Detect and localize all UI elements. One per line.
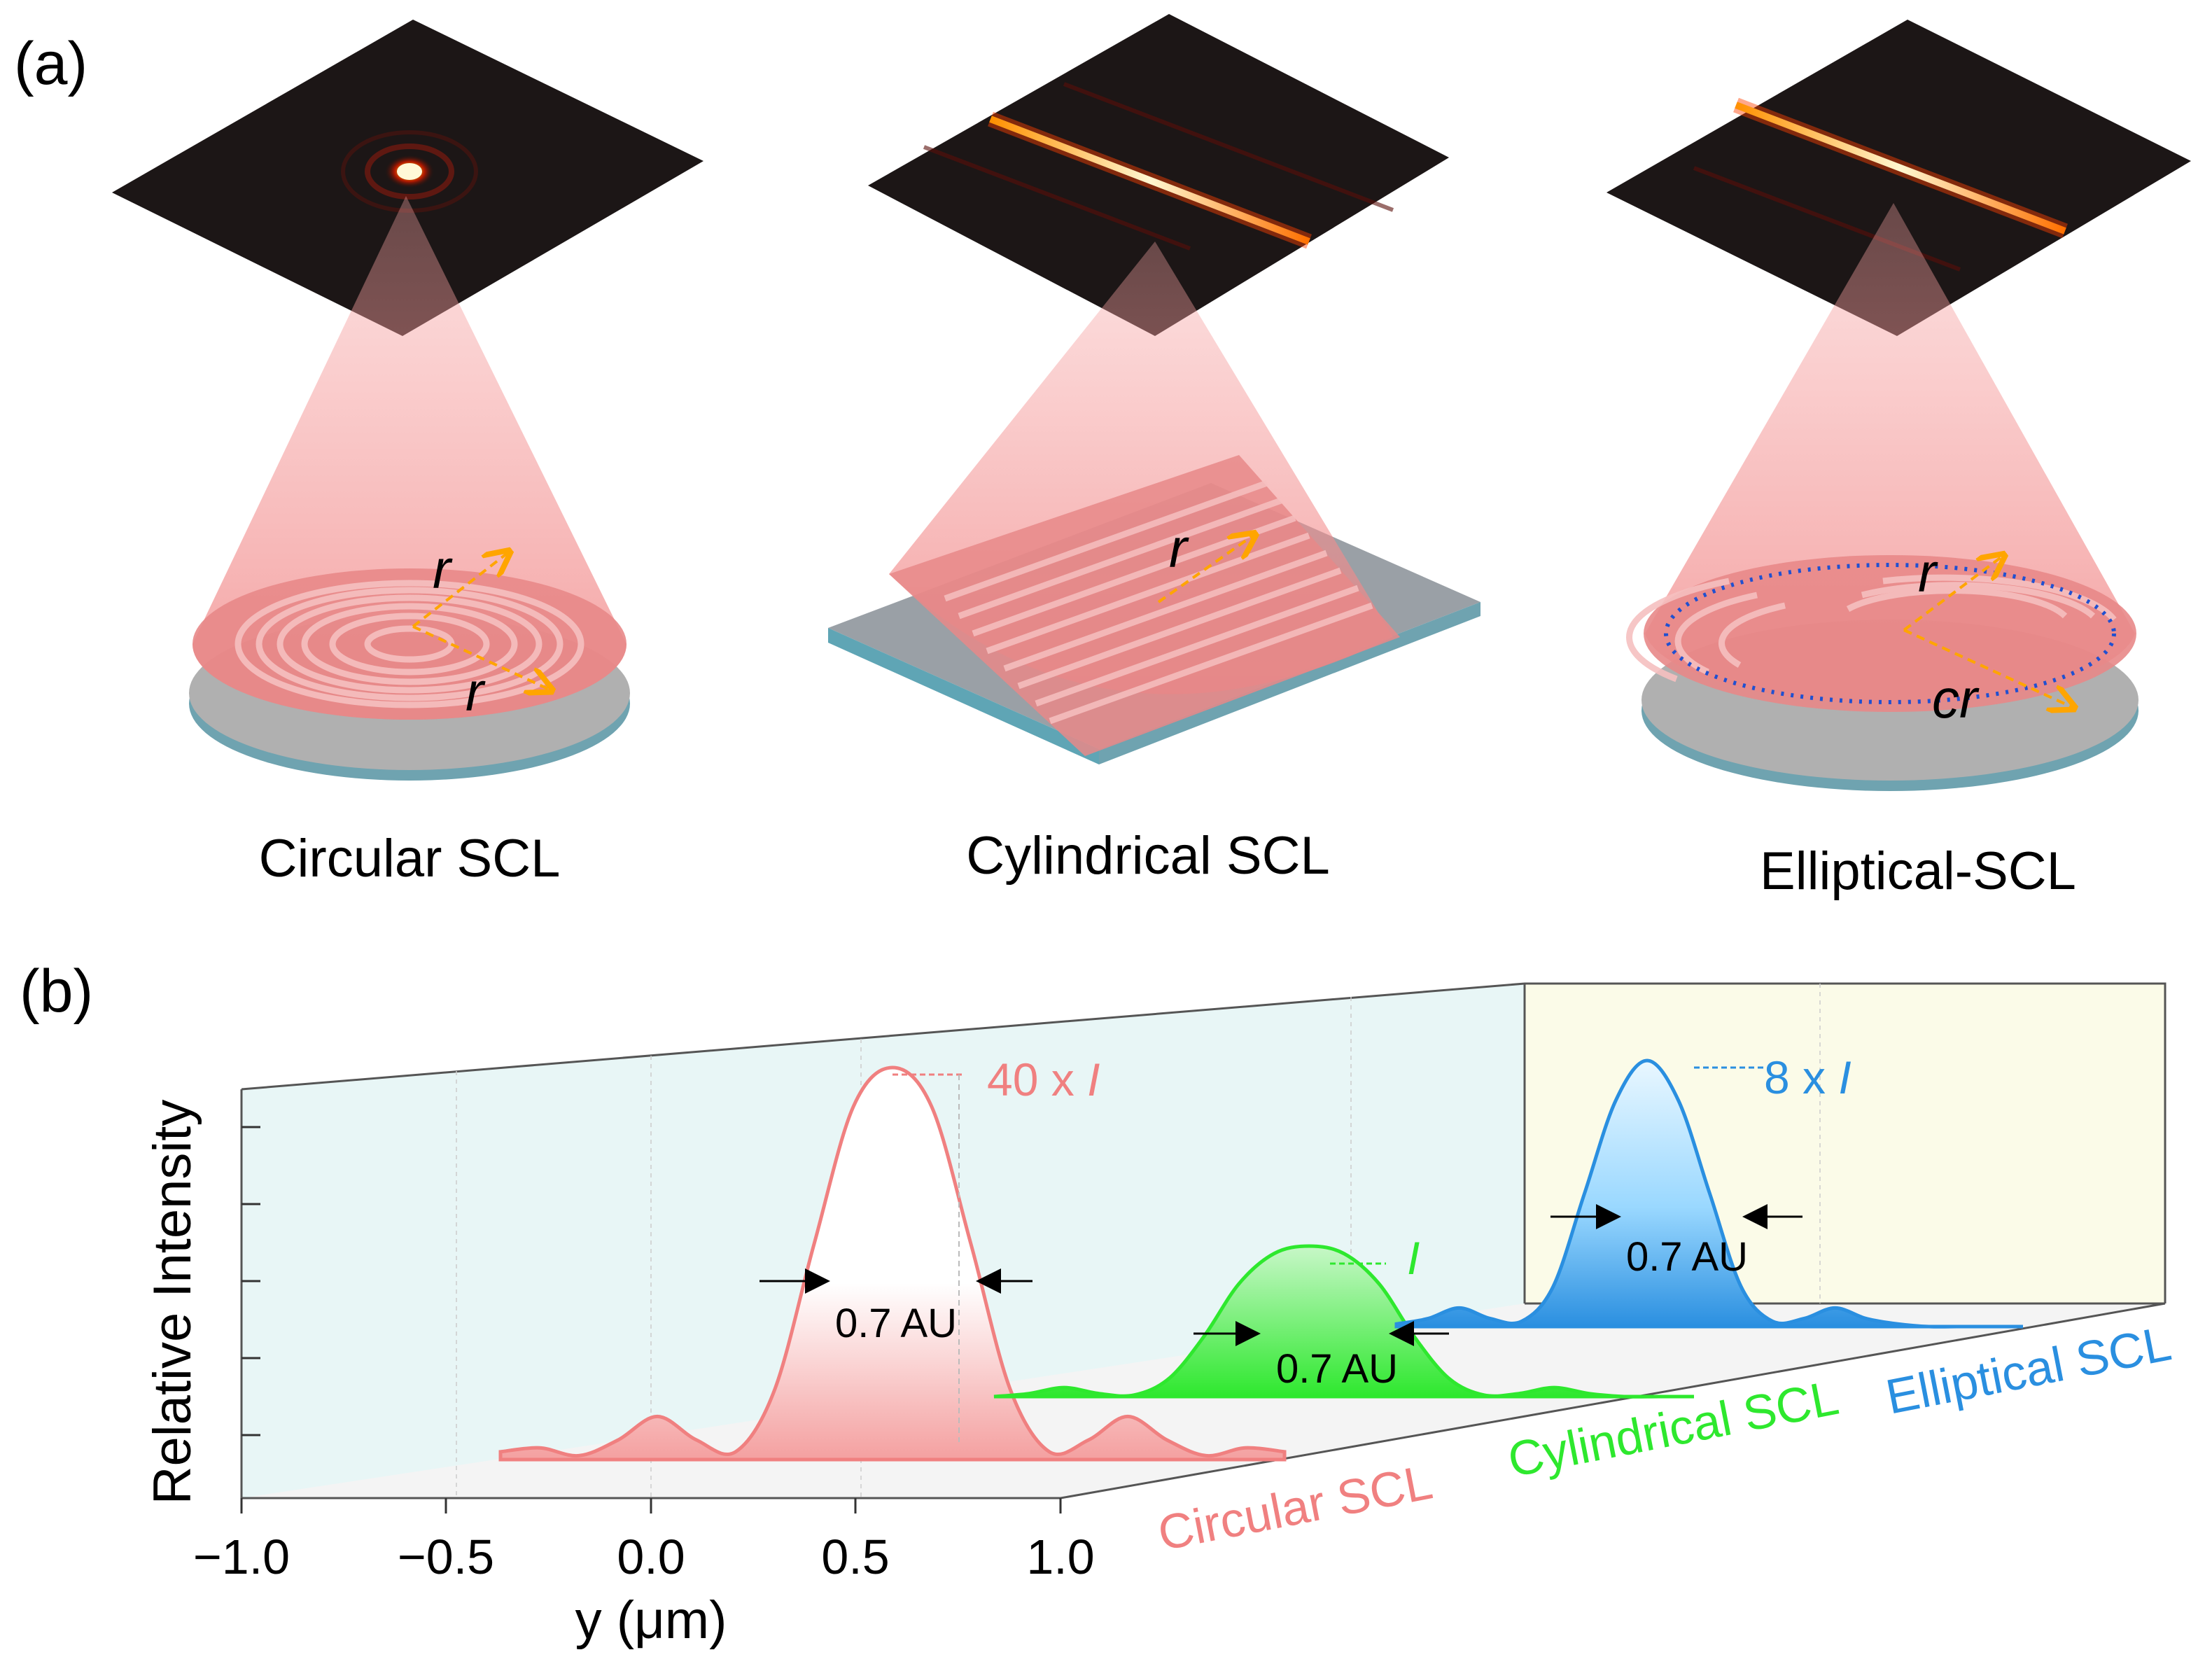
x-axis-label: y (μm) — [575, 1590, 727, 1650]
x-tick-label: −0.5 — [398, 1530, 494, 1584]
x-tick-label: −1.0 — [193, 1530, 290, 1584]
y-axis-label: Relative Intensity — [143, 1100, 202, 1505]
circular-radius-label-2: r — [465, 661, 486, 722]
circular-caption: Circular SCL — [259, 829, 561, 888]
x-axis-ticks — [240, 1498, 1062, 1513]
cylindrical-fwhm-label: 0.7 AU — [1276, 1346, 1398, 1392]
x-tick-label: 0.5 — [821, 1530, 889, 1584]
panel-a-label: (a) — [14, 30, 88, 97]
x-tick-label: 0.0 — [617, 1530, 685, 1584]
elliptical-fwhm-label: 0.7 AU — [1626, 1234, 1748, 1280]
panel-b-label: (b) — [20, 958, 93, 1025]
focal-line — [1735, 102, 2066, 235]
elliptical-radius-label-2: cr — [1932, 668, 1980, 729]
cylindrical-caption: Cylindrical SCL — [966, 826, 1330, 886]
circular-scl-illustration: r r — [112, 20, 704, 781]
circular-peak-label: 40 x I — [987, 1054, 1100, 1105]
cylindrical-scl-illustration: r — [828, 14, 1480, 764]
series-curve-cylindrical — [993, 1244, 1694, 1399]
cylindrical-focal-plane — [868, 14, 1449, 336]
x-tick-label: 1.0 — [1026, 1530, 1094, 1584]
elliptical-caption: Elliptical-SCL — [1760, 841, 2076, 901]
elliptical-focal-plane — [1606, 20, 2191, 336]
series-curve-elliptical — [1394, 1058, 2023, 1329]
series-curve-circular — [498, 1065, 1287, 1462]
cylindrical-lens-surface — [889, 455, 1400, 756]
ellipse-outline — [1664, 563, 2116, 704]
y-axis-ticks — [241, 1126, 260, 1436]
circular-radius-label-1: r — [433, 538, 453, 600]
cylindrical-peak-label: I — [1407, 1232, 1420, 1284]
elliptical-scl-illustration: r cr — [1606, 20, 2191, 791]
elliptical-radius-label-1: r — [1918, 542, 1938, 603]
waterfall-chart: −1.0 −0.5 0.0 0.5 1.0 y (μm) Relative In… — [143, 982, 2176, 1650]
focal-line — [989, 116, 1310, 245]
floor-plane — [241, 1303, 2165, 1498]
elliptical-peak-label: 8 x I — [1764, 1051, 1851, 1103]
circular-fwhm-label: 0.7 AU — [835, 1301, 957, 1346]
cylindrical-radius-label: r — [1169, 517, 1189, 579]
